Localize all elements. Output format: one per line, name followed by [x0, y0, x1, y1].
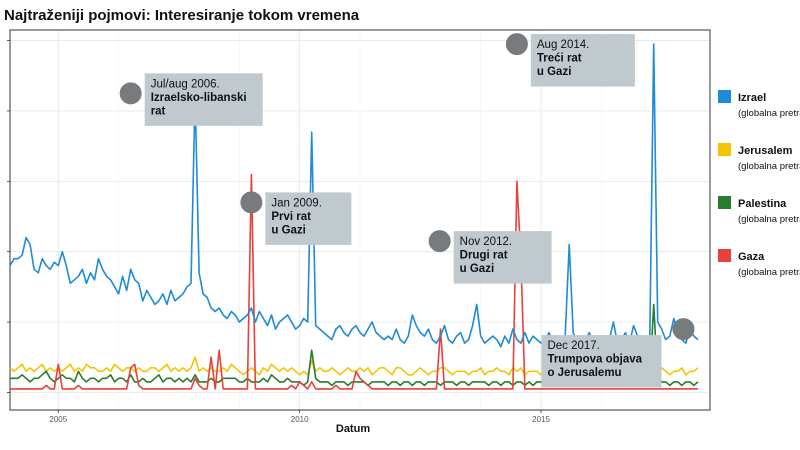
- series-line-gaza: [10, 173, 698, 390]
- annotation-event: rat: [151, 105, 166, 117]
- annotation-event: u Gazi: [537, 66, 572, 78]
- annotation-marker: [505, 33, 528, 56]
- annotation-date: Jul/aug 2006.: [151, 78, 220, 90]
- plot-panel-border: [9, 29, 711, 411]
- legend-swatch: [718, 143, 731, 156]
- legend-item-jerusalem: Jerusalem (globalna pretraga): [718, 143, 800, 172]
- annotation-event: Prvi rat: [271, 211, 311, 223]
- x-axis-ticks: 2005 2010 2015: [49, 410, 550, 424]
- annotation-date: Dec 2017.: [547, 340, 599, 352]
- annotation-box: [265, 192, 352, 245]
- annotation-event: Treći rat: [537, 53, 582, 65]
- legend-swatch: [718, 249, 731, 262]
- x-tick-label: 2015: [532, 415, 550, 424]
- legend-sublabel: (globalna pretraga): [738, 161, 800, 172]
- annotation-box: [530, 34, 635, 87]
- annotation-event: u Gazi: [460, 263, 495, 275]
- legend-item-palestina: Palestina (globalna pretraga): [718, 196, 800, 225]
- legend-sublabel: (globalna pretraga): [738, 267, 800, 278]
- annotation-date: Jan 2009.: [271, 197, 322, 209]
- annotation-date: Aug 2014.: [537, 39, 589, 51]
- legend-label: Izrael: [738, 92, 766, 104]
- legend-item-gaza: Gaza (globalna pretraga): [718, 249, 800, 278]
- annotation-marker: [672, 318, 695, 341]
- legend: Izrael (globalna pretraga) Jerusalem (globa…: [718, 90, 800, 278]
- annotation-event: Drugi rat: [460, 250, 508, 262]
- legend-swatch: [718, 90, 731, 103]
- legend-item-izrael: Izrael (globalna pretraga): [718, 90, 800, 119]
- chart-title: Najtraženiji pojmovi: Interesiranje toko…: [4, 7, 360, 24]
- legend-sublabel: (globalna pretraga): [738, 108, 800, 119]
- annotation-marker: [119, 82, 142, 105]
- annotation-event: Trumpova objava: [547, 354, 642, 366]
- legend-label: Jerusalem: [738, 145, 793, 157]
- annotation-marker: [428, 230, 451, 253]
- legend-sublabel: (globalna pretraga): [738, 214, 800, 225]
- x-tick-label: 2010: [291, 415, 309, 424]
- annotation-event: u Gazi: [271, 224, 306, 236]
- x-axis-label: Datum: [336, 423, 370, 435]
- annotation-event: Izraelsko-libanski: [151, 92, 247, 104]
- legend-label: Palestina: [738, 198, 787, 210]
- annotation-event: o Jerusalemu: [547, 367, 621, 379]
- annotation-marker: [240, 191, 263, 214]
- legend-label: Gaza: [738, 251, 765, 263]
- legend-swatch: [718, 196, 731, 209]
- annotation-date: Nov 2012.: [460, 236, 512, 248]
- annotation-box: [453, 231, 552, 284]
- annotation-box: [541, 335, 662, 388]
- series-line-izrael: [9, 43, 699, 348]
- annotation-box: [144, 73, 263, 126]
- x-tick-label: 2005: [49, 415, 67, 424]
